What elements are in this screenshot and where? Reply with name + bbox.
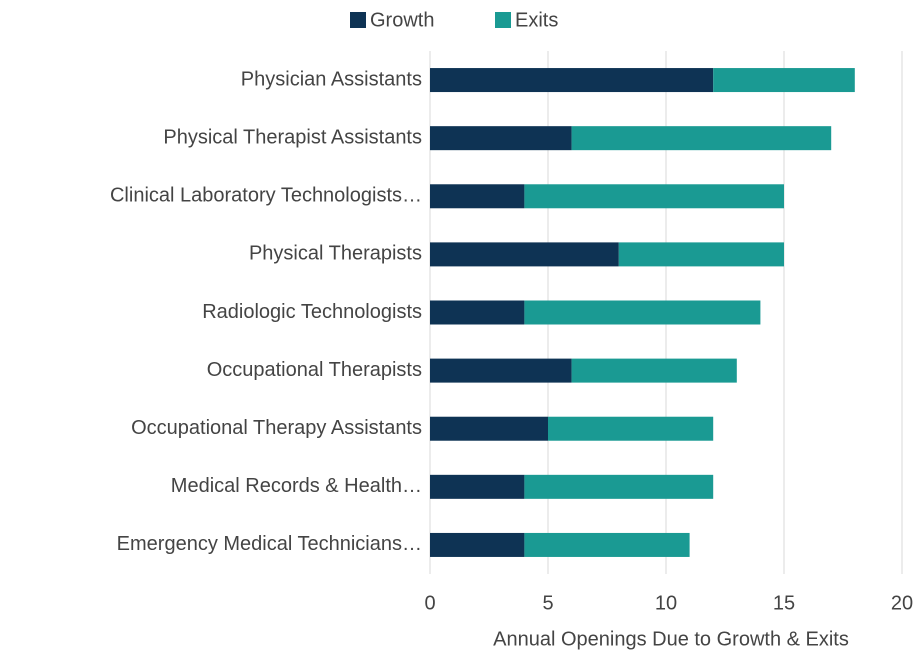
bar-segment xyxy=(430,184,525,209)
y-tick-label: Physical Therapists xyxy=(249,243,422,265)
bar-segment xyxy=(430,474,525,499)
bar-segment xyxy=(713,68,855,93)
bar-segment xyxy=(430,242,619,267)
bar-segment xyxy=(430,126,572,151)
bar-segment xyxy=(524,300,761,325)
legend-swatch xyxy=(495,12,511,28)
bar-segment xyxy=(524,184,784,209)
x-tick-label: 5 xyxy=(542,592,553,614)
y-tick-label: Medical Records & Health… xyxy=(171,475,422,497)
bar-segment xyxy=(524,532,690,557)
bar-segment xyxy=(430,358,572,383)
y-tick-label: Radiologic Technologists xyxy=(202,301,422,323)
legend-label: Exits xyxy=(515,9,558,31)
bar-segment xyxy=(430,300,525,325)
bar-segment xyxy=(571,126,832,151)
y-tick-label: Emergency Medical Technicians… xyxy=(117,533,422,555)
bar-segment xyxy=(430,532,525,557)
x-tick-label: 15 xyxy=(773,592,795,614)
bar-segment xyxy=(430,416,548,441)
x-tick-label: 0 xyxy=(424,592,435,614)
bar-segment xyxy=(430,68,714,93)
y-tick-label: Physician Assistants xyxy=(241,68,422,90)
x-axis-title: Annual Openings Due to Growth & Exits xyxy=(493,628,849,650)
y-tick-label: Physical Therapist Assistants xyxy=(163,126,422,148)
legend-label: Growth xyxy=(370,9,434,31)
bar-segment xyxy=(524,474,714,499)
y-tick-label: Occupational Therapy Assistants xyxy=(131,417,422,439)
x-tick-label: 20 xyxy=(891,592,913,614)
x-tick-label: 10 xyxy=(655,592,677,614)
bar-segment xyxy=(618,242,784,267)
legend-swatch xyxy=(350,12,366,28)
bar-segment xyxy=(548,416,714,441)
y-tick-label: Clinical Laboratory Technologists… xyxy=(110,185,422,207)
y-tick-label: Occupational Therapists xyxy=(207,359,422,381)
bar-segment xyxy=(571,358,737,383)
